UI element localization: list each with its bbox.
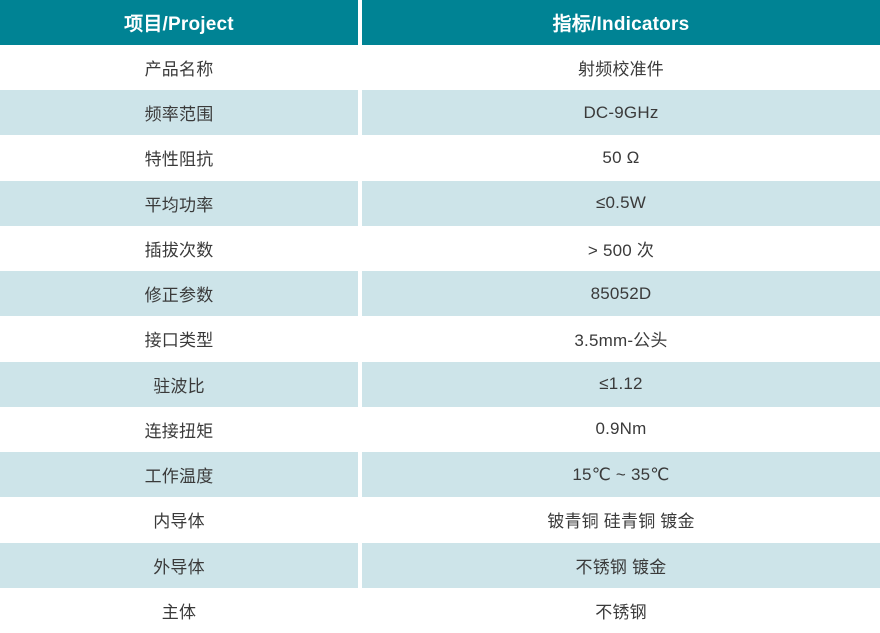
indicator-cell: 不锈钢 [362,587,880,633]
table-row: 平均功率 ≤0.5W [0,180,880,226]
table-row: 特性阻抗 50 Ω [0,135,880,181]
indicator-cell: > 500 次 [362,225,880,271]
indicator-cell: 15℃ ~ 35℃ [362,452,880,498]
table-header-row: 项目/Project 指标/Indicators [0,0,880,45]
project-cell: 平均功率 [0,180,358,226]
indicator-cell: ≤0.5W [362,180,880,226]
table-row: 接口类型 3.5mm-公头 [0,316,880,362]
table-row: 驻波比 ≤1.12 [0,361,880,407]
indicator-cell: 0.9Nm [362,406,880,452]
column-header-project: 项目/Project [0,0,358,45]
table-row: 外导体 不锈钢 镀金 [0,542,880,588]
project-cell: 修正参数 [0,271,358,317]
project-cell: 插拔次数 [0,225,358,271]
column-header-indicators: 指标/Indicators [362,0,880,45]
project-cell: 外导体 [0,542,358,588]
indicator-cell: ≤1.12 [362,361,880,407]
indicator-cell: 3.5mm-公头 [362,316,880,362]
table-row: 产品名称 射频校准件 [0,44,880,90]
table-row: 主体 不锈钢 [0,587,880,633]
project-cell: 内导体 [0,497,358,543]
project-cell: 频率范围 [0,90,358,136]
project-cell: 接口类型 [0,316,358,362]
indicator-cell: 50 Ω [362,135,880,181]
indicator-cell: DC-9GHz [362,90,880,136]
project-cell: 特性阻抗 [0,135,358,181]
table-body: 产品名称 射频校准件 频率范围 DC-9GHz 特性阻抗 50 Ω 平均功率 ≤0.5W 插拔次… [0,44,880,633]
table-row: 内导体 铍青铜 硅青铜 镀金 [0,497,880,543]
project-cell: 连接扭矩 [0,406,358,452]
project-cell: 驻波比 [0,361,358,407]
project-cell: 工作温度 [0,452,358,498]
project-cell: 产品名称 [0,44,358,90]
indicator-cell: 85052D [362,271,880,317]
project-cell: 主体 [0,587,358,633]
table-row: 频率范围 DC-9GHz [0,90,880,136]
table-row: 工作温度 15℃ ~ 35℃ [0,452,880,498]
indicator-cell: 不锈钢 镀金 [362,542,880,588]
table-row: 连接扭矩 0.9Nm [0,406,880,452]
indicator-cell: 射频校准件 [362,44,880,90]
table-row: 修正参数 85052D [0,271,880,317]
indicator-cell: 铍青铜 硅青铜 镀金 [362,497,880,543]
table-row: 插拔次数 > 500 次 [0,225,880,271]
